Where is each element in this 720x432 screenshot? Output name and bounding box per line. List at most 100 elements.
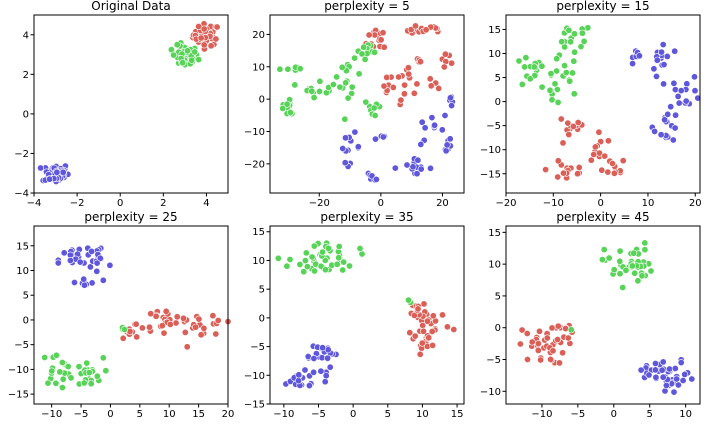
scatter-points xyxy=(41,244,232,392)
data-point xyxy=(413,80,421,88)
data-point xyxy=(414,305,422,313)
y-tick-label: 10 xyxy=(488,260,501,271)
data-point xyxy=(67,374,75,382)
data-point xyxy=(191,48,199,56)
x-tick-label: 0 xyxy=(378,198,384,209)
data-point xyxy=(181,328,189,336)
data-point xyxy=(380,43,388,51)
data-point xyxy=(324,244,332,252)
data-point xyxy=(321,266,329,274)
data-point xyxy=(567,38,575,46)
data-point xyxy=(570,30,578,38)
data-point xyxy=(537,356,545,364)
scatter-points xyxy=(515,24,702,182)
data-point xyxy=(76,258,84,266)
data-point xyxy=(340,258,348,266)
data-point xyxy=(279,104,287,112)
data-point xyxy=(443,141,451,149)
y-tick-label: −10 xyxy=(244,127,265,138)
data-point xyxy=(616,257,624,265)
x-tick-label: −20 xyxy=(495,198,516,209)
data-point xyxy=(379,133,387,141)
data-point xyxy=(554,98,562,106)
data-point xyxy=(681,370,689,378)
data-point xyxy=(405,70,413,78)
data-point xyxy=(565,26,573,34)
data-point xyxy=(570,90,578,98)
data-point xyxy=(446,94,454,102)
y-tick-label: 5 xyxy=(495,73,501,84)
x-tick-label: 5 xyxy=(647,409,653,420)
y-tick-label: 0 xyxy=(259,313,265,324)
x-tick-label: −10 xyxy=(273,409,294,420)
data-point xyxy=(416,58,424,66)
data-point xyxy=(99,276,107,284)
data-point xyxy=(303,263,311,271)
data-point xyxy=(645,371,653,379)
data-point xyxy=(674,92,682,100)
data-point xyxy=(690,73,698,81)
y-tick-label: −10 xyxy=(244,371,265,382)
data-point xyxy=(54,259,62,267)
y-tick-label: −5 xyxy=(486,121,501,132)
data-point xyxy=(301,366,309,374)
subplot-4: perplexity = 25 −10 −5 0 5 10 15 20 −15 −10 −5 0 5 10… xyxy=(8,210,234,420)
data-point xyxy=(428,327,436,335)
data-point xyxy=(630,249,638,257)
data-point xyxy=(192,323,200,331)
data-point xyxy=(410,89,418,97)
data-point xyxy=(214,316,222,324)
data-point xyxy=(516,340,524,348)
data-point xyxy=(534,340,542,348)
data-point xyxy=(83,359,91,367)
data-point xyxy=(518,80,526,88)
data-point xyxy=(548,324,556,332)
data-point xyxy=(574,170,582,178)
data-point xyxy=(662,381,670,389)
data-point xyxy=(158,322,166,330)
data-point xyxy=(554,335,562,343)
data-point xyxy=(209,312,217,320)
data-point xyxy=(448,59,456,67)
data-point xyxy=(173,313,181,321)
data-point xyxy=(595,128,603,136)
data-point xyxy=(121,325,129,333)
y-tick-label: 0 xyxy=(23,315,29,326)
data-point xyxy=(534,346,542,354)
data-point xyxy=(418,339,426,347)
y-tick-label: 5 xyxy=(259,285,265,296)
data-point xyxy=(85,369,93,377)
data-point xyxy=(650,65,658,73)
subplot-title: perplexity = 35 xyxy=(320,210,413,224)
subplot-title: perplexity = 5 xyxy=(324,0,410,13)
data-point xyxy=(96,254,104,262)
data-point xyxy=(404,64,412,72)
data-point xyxy=(538,83,546,91)
data-point xyxy=(283,100,291,108)
data-point xyxy=(584,24,592,32)
data-point xyxy=(561,62,569,70)
data-point xyxy=(518,326,526,334)
data-point xyxy=(653,56,661,64)
data-point xyxy=(195,56,203,64)
x-tick-label: −20 xyxy=(309,198,330,209)
data-point xyxy=(675,99,683,107)
data-point xyxy=(87,380,95,388)
data-point xyxy=(200,324,208,332)
y-tick-label: −5 xyxy=(486,355,501,366)
data-point xyxy=(565,131,573,139)
data-point xyxy=(291,81,299,89)
data-point xyxy=(554,173,562,181)
data-point xyxy=(546,86,554,94)
data-point xyxy=(429,341,437,349)
data-point xyxy=(52,351,60,359)
data-point xyxy=(598,166,606,174)
data-point xyxy=(671,86,679,94)
data-point xyxy=(665,365,673,373)
data-point xyxy=(410,311,418,319)
data-point xyxy=(660,80,668,88)
data-point xyxy=(132,320,140,328)
data-point xyxy=(553,86,561,94)
data-point xyxy=(296,260,304,268)
data-point xyxy=(333,260,341,268)
